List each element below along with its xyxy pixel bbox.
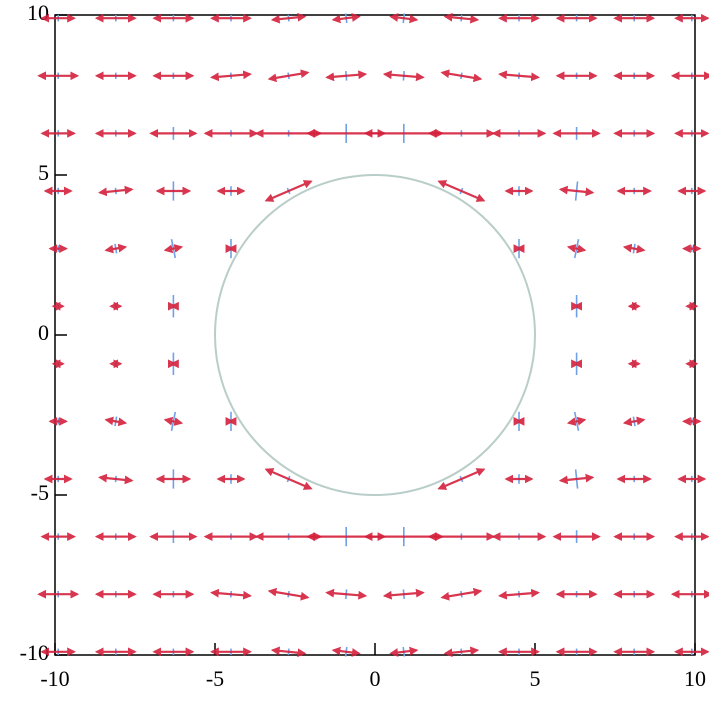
major-stress	[331, 646, 361, 657]
major-stress	[325, 70, 368, 82]
major-stress	[267, 69, 310, 83]
major-stress	[558, 185, 595, 197]
major-stress	[104, 243, 128, 254]
y-tick-label: 0	[38, 320, 49, 345]
major-stress	[264, 180, 313, 202]
major-stress	[389, 646, 419, 657]
major-stress	[558, 473, 595, 485]
major-stress	[325, 588, 368, 600]
x-tick-label: -5	[206, 666, 224, 691]
major-stress	[98, 185, 134, 197]
major-stress	[443, 646, 480, 658]
major-stress	[622, 243, 646, 254]
y-tick-label: 5	[38, 160, 49, 185]
major-stress	[382, 588, 425, 600]
hole	[214, 174, 536, 496]
major-stress	[270, 12, 307, 24]
major-stress	[622, 416, 646, 427]
major-stress	[566, 416, 587, 426]
major-stress	[163, 416, 184, 426]
major-stress	[443, 12, 480, 24]
major-stress	[210, 588, 252, 600]
major-stress	[104, 416, 128, 427]
major-stress	[437, 468, 486, 490]
major-stress	[98, 473, 134, 485]
major-stress	[210, 70, 252, 82]
major-stress	[440, 587, 483, 601]
x-tick-label: 0	[370, 666, 381, 691]
major-stress	[267, 587, 310, 601]
major-stress	[498, 70, 540, 82]
major-stress	[498, 588, 540, 600]
plot-frame	[54, 14, 696, 656]
major-stress	[163, 244, 184, 254]
major-stress	[389, 13, 419, 24]
major-stress	[440, 69, 483, 83]
x-tick-label: 10	[684, 666, 706, 691]
y-tick-label: -5	[31, 480, 49, 505]
major-stress	[264, 468, 313, 490]
x-tick-label: -10	[40, 666, 69, 691]
major-stress	[331, 13, 361, 24]
major-stress	[382, 70, 425, 82]
major-stress	[270, 646, 307, 658]
major-stress	[437, 180, 486, 202]
major-stress	[566, 244, 587, 254]
y-tick-label: 10	[27, 0, 49, 25]
x-tick-label: 5	[530, 666, 541, 691]
